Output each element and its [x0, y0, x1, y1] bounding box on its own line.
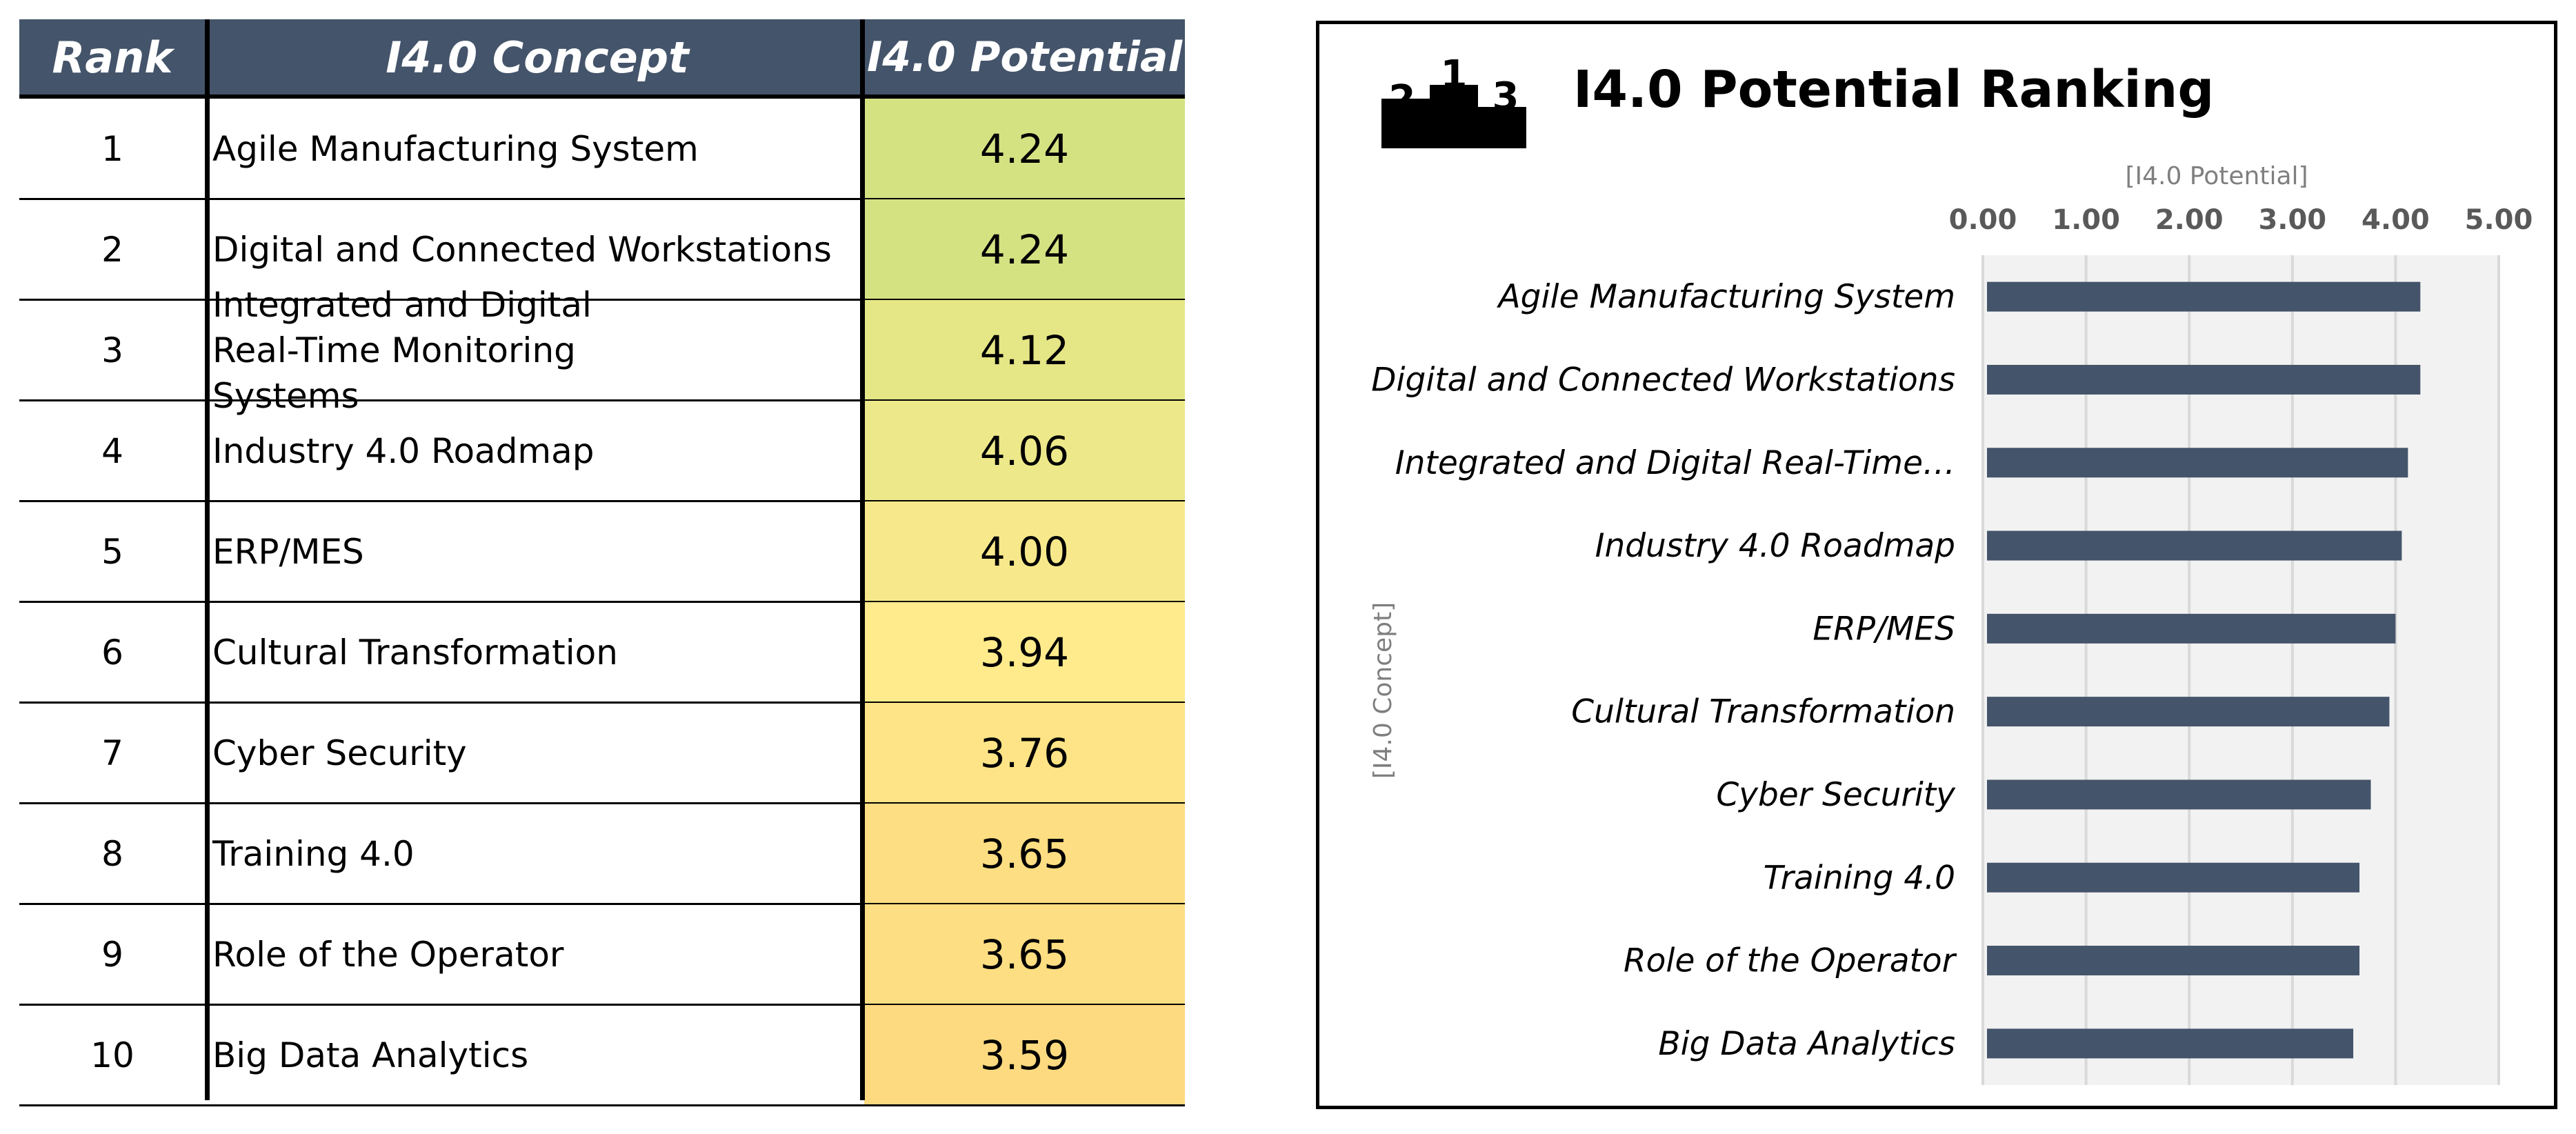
row-divider: [19, 601, 1185, 603]
bar: [1987, 697, 2390, 727]
podium-step: [1478, 107, 1526, 148]
table-row: 1 Agile Manufacturing System 4.24: [19, 99, 1185, 199]
table-row: 3 Integrated and Digital Real-Time Monito…: [19, 285, 1185, 416]
row-divider: [19, 1104, 1185, 1106]
x-axis-title: [I4.0 Potential]: [2125, 162, 2308, 190]
potential-cell: 3.65: [864, 804, 1185, 904]
table-row: 5 ERP/MES 4.00: [19, 501, 1185, 602]
row-divider: [19, 702, 1185, 704]
chart-title: I4.0 Potential Ranking: [1573, 60, 2215, 119]
x-tick-label: 2.00: [2155, 204, 2224, 236]
header-underline: [19, 94, 1185, 99]
rank-cell: 3: [101, 330, 123, 370]
x-tick-label: 4.00: [2362, 204, 2430, 236]
header-potential: I4.0 Potential: [866, 33, 1183, 81]
x-tick-label: 0.00: [1949, 204, 2017, 236]
row-divider: [19, 399, 1185, 401]
rank-cell: 9: [101, 935, 123, 975]
potential-cell: 3.59: [864, 1005, 1185, 1106]
x-tick-label: 3.00: [2258, 204, 2326, 236]
concept-cell: Big Data Analytics: [212, 1035, 529, 1075]
table-row: 8 Training 4.0 3.65: [19, 804, 1185, 904]
podium-step: [1430, 85, 1478, 148]
potential-cell: 3.76: [864, 703, 1185, 804]
bar: [1987, 448, 2408, 478]
y-tick-label: Industry 4.0 Roadmap: [1595, 527, 1955, 565]
y-tick-label: Big Data Analytics: [1658, 1025, 1955, 1063]
potential-cell: 4.24: [864, 199, 1185, 300]
rank-cell: 10: [90, 1035, 134, 1075]
ranking-table: Rank I4.0 Concept I4.0 Potential 1 Agile …: [0, 0, 1214, 1134]
podium-number: 1: [1441, 52, 1468, 97]
x-tick-label: 1.00: [2052, 204, 2120, 236]
bar: [1987, 862, 2360, 893]
table-row: 4 Industry 4.0 Roadmap 4.06: [19, 401, 1185, 501]
podium-number: 2: [1389, 77, 1416, 122]
y-tick-label: Training 4.0: [1764, 859, 1955, 897]
y-tick-label: ERP/MES: [1813, 610, 1955, 648]
rank-cell: 7: [101, 733, 123, 773]
y-tick-label: Agile Manufacturing System: [1497, 278, 1956, 316]
concept-cell: Cyber Security: [212, 733, 467, 773]
row-divider: [19, 802, 1185, 804]
table-header-background: [19, 19, 1185, 96]
y-tick-label: Integrated and Digital Real-Time…: [1395, 444, 1955, 482]
concept-cell: ERP/MES: [212, 532, 364, 572]
concept-cell: Cultural Transformation: [212, 633, 618, 673]
bar: [1987, 946, 2360, 976]
rank-cell: 5: [101, 532, 123, 572]
table-row: 7 Cyber Security 3.76: [19, 703, 1185, 804]
rank-cell: 8: [101, 834, 123, 874]
row-divider: [19, 299, 1185, 301]
bar: [1987, 613, 2396, 644]
bar: [1987, 364, 2421, 395]
potential-cell: 4.00: [864, 501, 1185, 602]
bar-chart: 21 3 0.00 1.00 2.00 3.00 4.00 5.00 [I4.0 Potenti…: [1369, 52, 2533, 1085]
rank-cell: 2: [101, 230, 123, 270]
y-tick-label: Cultural Transformation: [1571, 693, 1955, 731]
y-axis-title: [I4.0 Concept]: [1369, 602, 1397, 779]
potential-cell: 3.65: [864, 904, 1185, 1005]
rank-cell: 4: [101, 431, 123, 471]
bar: [1987, 281, 2421, 312]
concept-cell: Role of the Operator: [212, 935, 564, 975]
concept-cell: Agile Manufacturing System: [212, 129, 699, 169]
potential-cell: 3.94: [864, 602, 1185, 703]
column-divider-concept: [860, 19, 865, 1100]
table-row: 9 Role of the Operator 3.65: [19, 904, 1185, 1005]
potential-cell: 4.12: [864, 300, 1185, 401]
x-tick-label: 5.00: [2465, 204, 2533, 236]
bar: [1987, 1028, 2354, 1059]
podium-number: 3: [1492, 74, 1519, 119]
header-concept: I4.0 Concept: [386, 32, 689, 83]
table-row: 10 Big Data Analytics 3.59: [19, 1005, 1185, 1106]
y-tick-label: Role of the Operator: [1624, 942, 1957, 980]
bar: [1987, 779, 2371, 810]
podium-step: [1381, 99, 1430, 148]
potential-cell: 4.06: [864, 401, 1185, 501]
rank-cell: 6: [101, 633, 123, 673]
y-tick-label: Digital and Connected Workstations: [1371, 361, 1955, 399]
header-rank: Rank: [52, 32, 173, 83]
column-divider-rank: [205, 19, 210, 1100]
row-divider: [19, 500, 1185, 502]
row-divider: [19, 903, 1185, 905]
potential-cell: 4.24: [864, 99, 1185, 199]
chart-panel: I4.0 Potential Ranking 2 1 3 0.00 1.00 2.00 3.…: [1316, 21, 2557, 1109]
concept-cell: Digital and Connected Workstations: [212, 230, 832, 270]
concept-cell: Industry 4.0 Roadmap: [212, 431, 595, 471]
podium-icon: 21 3: [1381, 52, 1526, 148]
row-divider: [19, 1004, 1185, 1006]
table-row: 6 Cultural Transformation 3.94: [19, 602, 1185, 703]
row-divider: [19, 198, 1185, 200]
rank-cell: 1: [101, 129, 123, 169]
concept-cell: Integrated and Digital Real-Time Monitor…: [212, 285, 592, 416]
concept-cell: Training 4.0: [212, 834, 415, 874]
table-row: 2 Digital and Connected Workstations 4.24: [19, 199, 1185, 300]
y-tick-label: Cyber Security: [1716, 776, 1956, 814]
bar: [1987, 530, 2402, 561]
